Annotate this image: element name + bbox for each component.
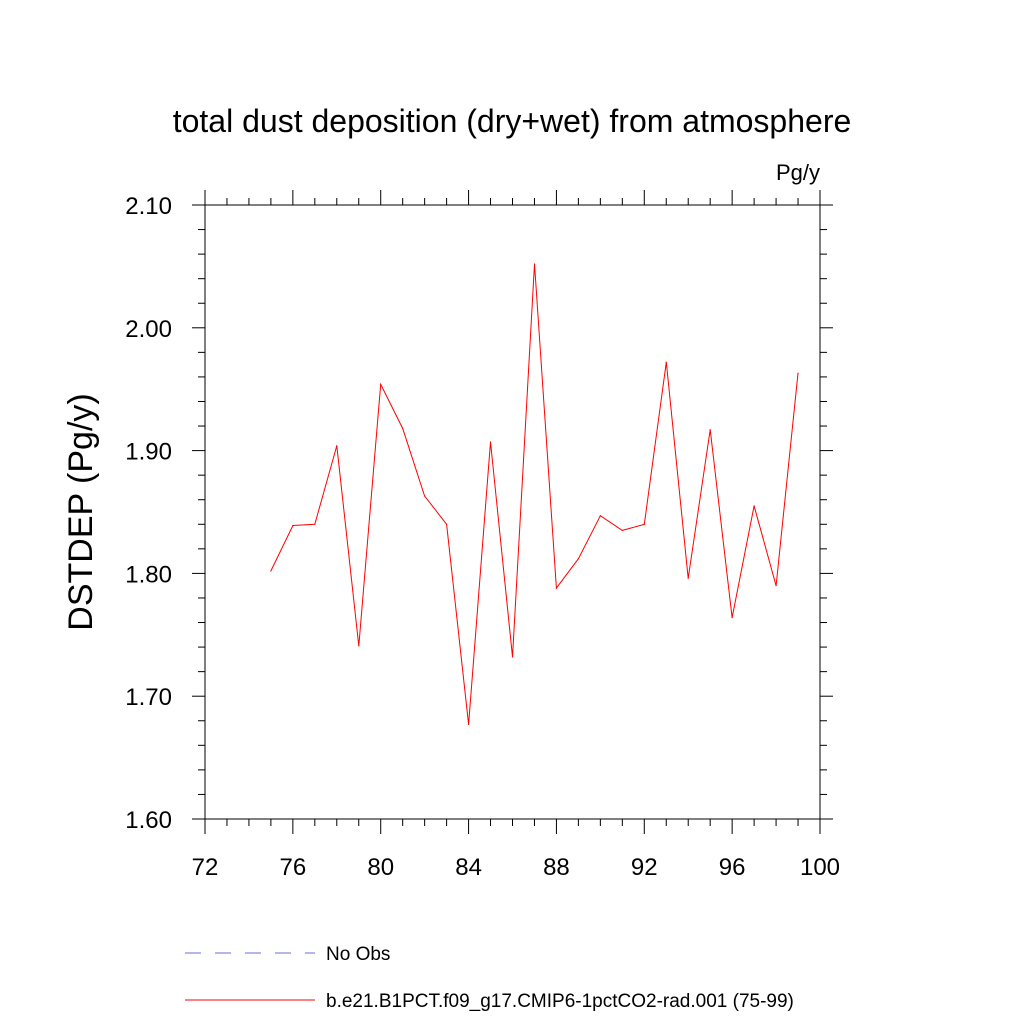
axis-ticks — [192, 190, 833, 834]
data-point — [380, 383, 382, 385]
data-point — [533, 263, 536, 265]
data-point — [643, 523, 645, 525]
data-point — [797, 372, 799, 374]
x-tick-label: 92 — [631, 854, 658, 881]
data-point — [709, 429, 711, 431]
data-point — [621, 529, 623, 532]
data-point — [753, 505, 755, 507]
x-tick-labels: 72 76 80 84 88 92 96 100 — [192, 854, 840, 881]
data-point — [314, 523, 316, 525]
data-point — [665, 361, 667, 363]
series-line — [270, 263, 799, 725]
x-tick-label: 84 — [455, 854, 482, 881]
chart-title: total dust deposition (dry+wet) from atm… — [173, 103, 852, 139]
x-tick-label: 88 — [543, 854, 570, 881]
legend: No Obs b.e21.B1PCT.f09_g17.CMIP6-1pctCO2-… — [185, 944, 794, 1012]
units-label: Pg/y — [776, 160, 820, 185]
x-tick-label: 96 — [719, 854, 746, 881]
data-point — [731, 617, 733, 619]
data-point — [511, 656, 514, 658]
x-tick-label: 72 — [192, 854, 219, 881]
y-tick-labels: 1.60 1.70 1.80 1.90 2.00 2.10 — [125, 193, 172, 834]
data-point — [292, 524, 294, 527]
data-point — [687, 577, 689, 579]
plot-frame — [204, 204, 821, 820]
data-point — [402, 427, 404, 430]
data-point — [577, 558, 579, 560]
x-tick-label: 76 — [280, 854, 307, 881]
x-tick-label: 100 — [800, 854, 840, 881]
data-point — [270, 570, 272, 572]
data-point — [489, 441, 492, 443]
y-tick-label: 2.10 — [125, 193, 172, 220]
data-point — [599, 515, 601, 517]
y-axis-label: DSTDEP (Pg/y) — [62, 393, 100, 630]
y-tick-label: 1.70 — [125, 684, 172, 711]
legend-label: b.e21.B1PCT.f09_g17.CMIP6-1pctCO2-rad.00… — [326, 991, 794, 1012]
y-tick-label: 1.80 — [125, 561, 172, 588]
series-layer — [270, 263, 799, 726]
data-point — [446, 523, 448, 525]
legend-label: No Obs — [326, 944, 390, 965]
data-point — [336, 445, 338, 447]
y-tick-label: 2.00 — [125, 316, 172, 343]
data-point — [467, 723, 470, 726]
x-tick-label: 80 — [367, 854, 394, 881]
data-point — [358, 645, 360, 647]
data-point — [775, 585, 777, 587]
y-tick-label: 1.60 — [125, 807, 172, 834]
y-tick-label: 1.90 — [125, 439, 172, 466]
data-point — [424, 495, 426, 497]
data-point — [555, 587, 558, 589]
